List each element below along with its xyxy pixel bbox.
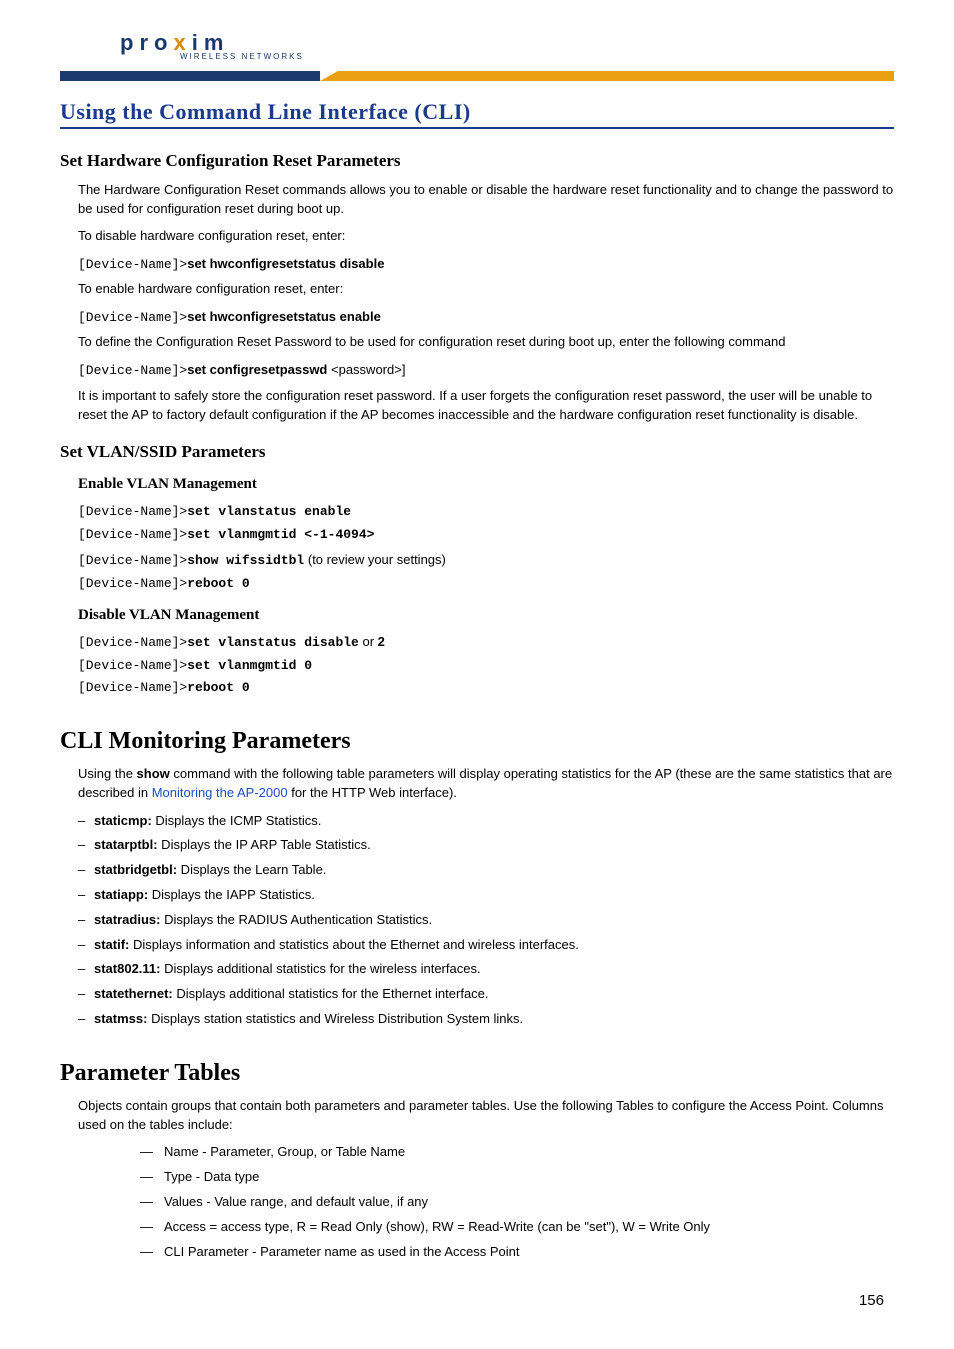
list-item: statif: Displays information and statist… [78,935,894,956]
list-item: CLI Parameter - Parameter name as used i… [140,1242,894,1263]
stat-name: stat802.11: [94,961,161,976]
vlan-dis-cmd3: [Device-Name]>reboot 0 [60,677,894,698]
device-prompt: [Device-Name]> [78,527,187,542]
stat-name: statif: [94,937,129,952]
header-bar [60,71,894,81]
list-item: Values - Value range, and default value,… [140,1192,894,1213]
stat-name: statmss: [94,1011,147,1026]
bar-orange [338,71,894,81]
device-prompt: [Device-Name]> [78,504,187,519]
stat-name: statradius: [94,912,160,927]
stat-name: statethernet: [94,986,173,1001]
text: Using the [78,766,137,781]
list-item: statbridgetbl: Displays the Learn Table. [78,860,894,881]
device-prompt: [Device-Name]> [78,310,187,325]
cmd-text: set configresetpasswd [187,362,331,377]
stat-desc: Displays the ICMP Statistics. [152,813,322,828]
hwreset-cmd2: [Device-Name]>set hwconfigresetstatus en… [60,307,894,328]
cmd-text: set vlanmgmtid <-1-4094> [187,527,374,542]
cmd-text: set vlanmgmtid 0 [187,658,312,673]
stat-desc: Displays the RADIUS Authentication Stati… [160,912,432,927]
monitoring-list: staticmp: Displays the ICMP Statistics.s… [60,811,894,1030]
vlan-en-cmd3: [Device-Name]>show wifssidtbl (to review… [60,550,894,571]
cmd-text: reboot 0 [187,680,249,695]
stat-desc: Displays additional statistics for the w… [161,961,481,976]
device-prompt: [Device-Name]> [78,680,187,695]
stat-desc: Displays additional statistics for the E… [173,986,489,1001]
vlan-en-cmd1: [Device-Name]>set vlanstatus enable [60,501,894,522]
vlan-dis-cmd1: [Device-Name]>set vlanstatus disable or … [60,632,894,653]
logo-part1: pro [120,30,173,55]
list-item: statradius: Displays the RADIUS Authenti… [78,910,894,931]
cmd-text: set vlanstatus enable [187,504,351,519]
vlan-en-cmd4: [Device-Name]>reboot 0 [60,573,894,594]
stat-desc: Displays station statistics and Wireless… [147,1011,523,1026]
bar-blue [60,71,320,81]
hwreset-p3: To enable hardware configuration reset, … [60,280,894,299]
cmd-note: (to review your settings) [304,552,446,567]
stat-name: staticmp: [94,813,152,828]
cmd-text: set vlanstatus disable [187,635,359,650]
list-item: statarptbl: Displays the IP ARP Table St… [78,835,894,856]
section-vlan: Set VLAN/SSID Parameters [60,442,894,462]
stat-name: statbridgetbl: [94,862,177,877]
device-prompt: [Device-Name]> [78,553,187,568]
list-item: staticmp: Displays the ICMP Statistics. [78,811,894,832]
cmd-text: set hwconfigresetstatus disable [187,256,384,271]
device-prompt: [Device-Name]> [78,576,187,591]
hwreset-p4: To define the Configuration Reset Passwo… [60,333,894,352]
hwreset-p5: It is important to safely store the conf… [60,387,894,425]
device-prompt: [Device-Name]> [78,658,187,673]
stat-desc: Displays the Learn Table. [177,862,326,877]
section-cli-monitoring: CLI Monitoring Parameters [60,728,894,755]
hwreset-p2: To disable hardware configuration reset,… [60,227,894,246]
cmd-or2: 2 [378,634,385,649]
page-number: 156 [60,1292,894,1309]
section-hwreset: Set Hardware Configuration Reset Paramet… [60,151,894,171]
page-title: Using the Command Line Interface (CLI) [60,99,894,129]
cmd-text: reboot 0 [187,576,249,591]
list-item: Type - Data type [140,1167,894,1188]
vlan-dis-cmd2: [Device-Name]>set vlanmgmtid 0 [60,655,894,676]
stat-desc: Displays the IP ARP Table Statistics. [158,837,371,852]
cmd-text: set hwconfigresetstatus enable [187,309,381,324]
list-item: Name - Parameter, Group, or Table Name [140,1142,894,1163]
bar-slash [320,71,338,81]
link-monitoring-ap2000[interactable]: Monitoring the AP-2000 [152,785,288,800]
pt-columns-list: Name - Parameter, Group, or Table Name Ty… [60,1142,894,1262]
cmd-arg: <password>] [331,362,405,377]
cmd-or: or [359,634,378,649]
stat-name: statarptbl: [94,837,158,852]
page-header: proxim WIRELESS NETWORKS [60,30,894,81]
hwreset-p1: The Hardware Configuration Reset command… [60,181,894,219]
logo-subtitle: WIRELESS NETWORKS [60,52,894,61]
list-item: stat802.11: Displays additional statisti… [78,959,894,980]
section-parameter-tables: Parameter Tables [60,1060,894,1087]
cmd-text: show wifssidtbl [187,553,304,568]
device-prompt: [Device-Name]> [78,257,187,272]
list-item: statiapp: Displays the IAPP Statistics. [78,885,894,906]
stat-name: statiapp: [94,887,148,902]
vlan-en-cmd2: [Device-Name]>set vlanmgmtid <-1-4094> [60,524,894,545]
pt-intro: Objects contain groups that contain both… [60,1097,894,1135]
stat-desc: Displays the IAPP Statistics. [148,887,315,902]
hwreset-cmd3: [Device-Name]>set configresetpasswd <pas… [60,360,894,381]
cli-mon-intro: Using the show command with the followin… [60,765,894,803]
device-prompt: [Device-Name]> [78,363,187,378]
list-item: statethernet: Displays additional statis… [78,984,894,1005]
stat-desc: Displays information and statistics abou… [129,937,578,952]
device-prompt: [Device-Name]> [78,635,187,650]
list-item: statmss: Displays station statistics and… [78,1009,894,1030]
subsection-vlan-enable: Enable VLAN Management [60,476,894,493]
show-keyword: show [137,766,170,781]
subsection-vlan-disable: Disable VLAN Management [60,607,894,624]
hwreset-cmd1: [Device-Name]>set hwconfigresetstatus di… [60,254,894,275]
text: for the HTTP Web interface). [288,785,457,800]
